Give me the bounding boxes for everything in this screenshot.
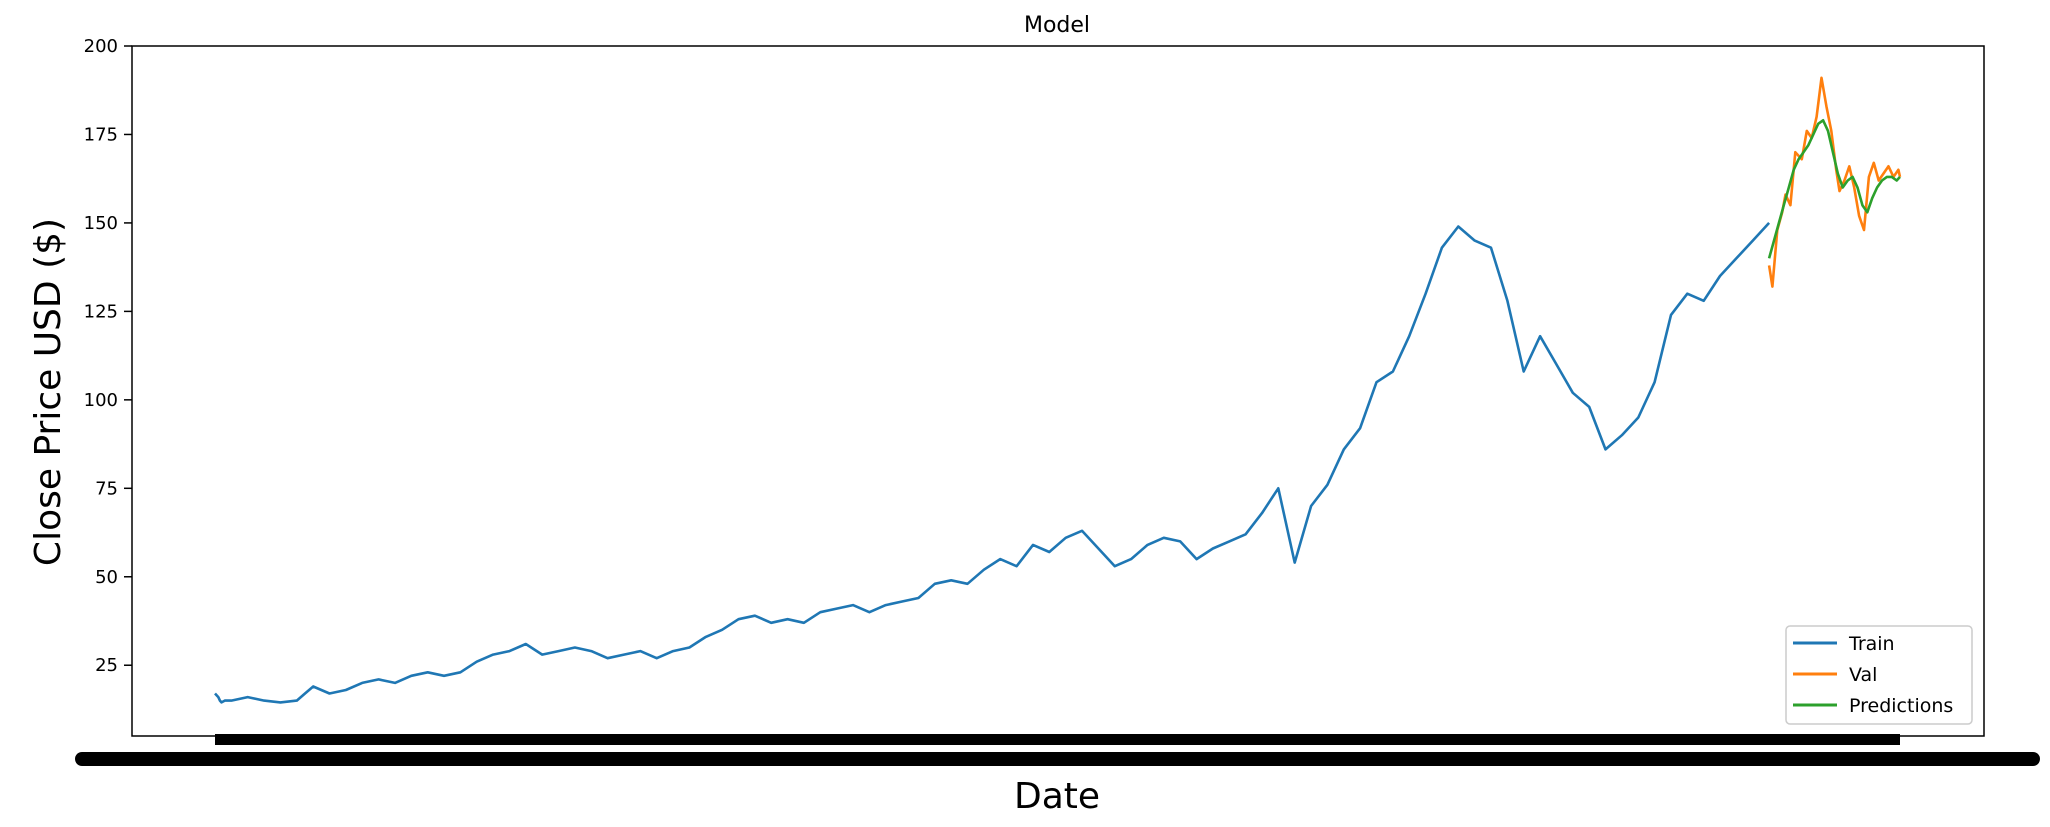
plot-area	[214, 76, 1902, 704]
y-tick-label: 75	[95, 478, 118, 499]
series-line-predictions	[1767, 119, 1901, 259]
y-tick-label: 100	[84, 390, 118, 411]
legend-label-predictions: Predictions	[1849, 695, 1953, 717]
x-tick-marks-band	[215, 734, 1900, 745]
y-axis-label: Close Price USD ($)	[28, 218, 69, 566]
plot-frame	[131, 45, 1985, 737]
y-tick-label: 125	[84, 301, 118, 322]
x-tick-label-overlap	[75, 734, 2040, 766]
series-line-train	[214, 222, 1771, 704]
x-axis-label: Date	[1014, 776, 1100, 817]
legend-label-val: Val	[1849, 664, 1877, 686]
legend-label-train: Train	[1848, 633, 1895, 655]
x-tick-labels-band	[75, 752, 2040, 766]
y-tick-label: 200	[84, 36, 118, 57]
y-tick-label: 175	[84, 124, 118, 145]
y-axis: 25 50 75 100 125 150 175 200	[84, 36, 132, 676]
y-tick-label: 50	[95, 567, 118, 588]
legend-box	[1785, 625, 1973, 725]
y-tick-label: 150	[84, 213, 118, 234]
y-tick-label: 25	[95, 655, 118, 676]
chart-title: Model	[1024, 13, 1090, 38]
legend: Train Val Predictions	[1785, 625, 1973, 725]
